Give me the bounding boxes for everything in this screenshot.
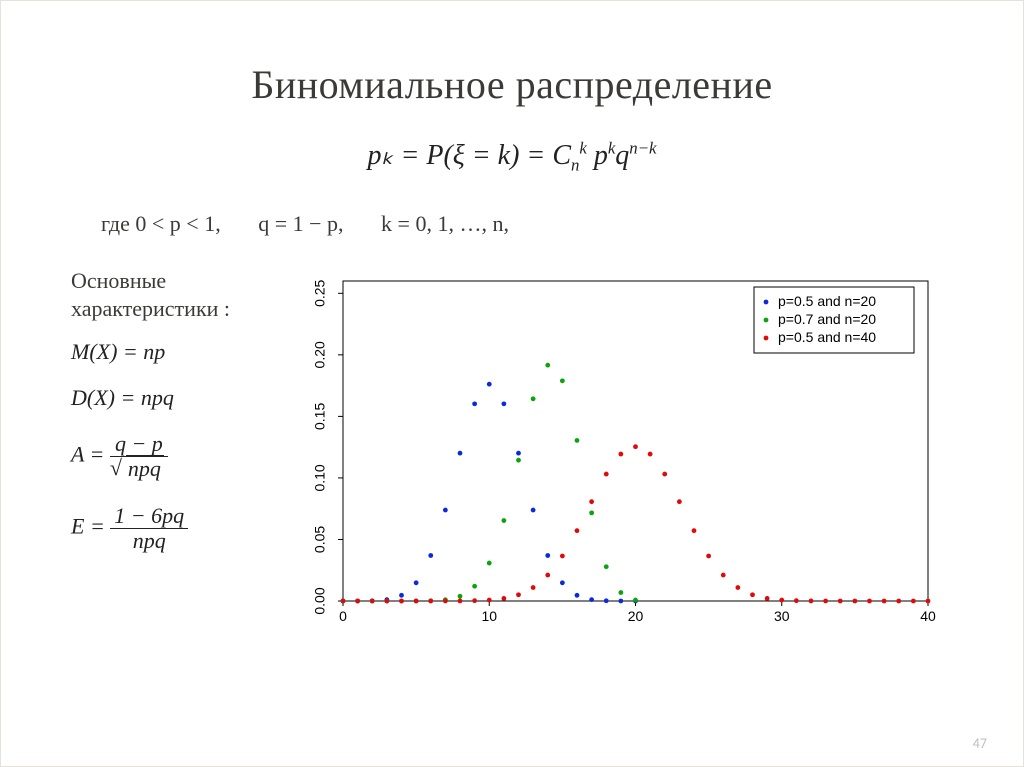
char-A-num: q − p [110, 432, 168, 457]
svg-text:10: 10 [481, 608, 497, 624]
char-E-frac: 1 − 6pq npq [110, 504, 188, 553]
cond-q-def: q = 1 − p, [258, 211, 343, 236]
svg-text:p=0.5 and n=20: p=0.5 and n=20 [778, 293, 876, 309]
char-mx: M(X) = np [71, 340, 281, 364]
section-label: Основные характеристики : [71, 267, 281, 324]
formula-C: C [552, 140, 571, 171]
svg-text:0.00: 0.00 [312, 587, 328, 614]
formula-C-sub: n [571, 156, 579, 175]
formula-q: q [615, 140, 629, 171]
binomial-chart: 0.00 0.05 0.10 0.15 0.20 0.25 0 10 20 30 40 p=0.5 a… [281, 267, 941, 647]
svg-text:20: 20 [628, 608, 644, 624]
conditions-line: где 0 < p < 1, q = 1 − p, k = 0, 1, …, n… [101, 211, 953, 237]
svg-text:40: 40 [920, 608, 936, 624]
char-A: A = q − p npq [71, 432, 281, 481]
svg-text:0: 0 [339, 608, 347, 624]
lower-row: Основные характеристики : M(X) = np D(X)… [71, 267, 953, 647]
char-E: E = 1 − 6pq npq [71, 504, 281, 553]
char-A-den: npq [110, 457, 168, 481]
svg-text:p=0.7 and n=20: p=0.7 and n=20 [778, 311, 876, 327]
characteristics-column: Основные характеристики : M(X) = np D(X)… [71, 267, 281, 575]
char-dx: D(X) = npq [71, 386, 281, 410]
char-E-num: 1 − 6pq [110, 504, 188, 529]
chart-container: 0.00 0.05 0.10 0.15 0.20 0.25 0 10 20 30 40 p=0.5 a… [281, 267, 953, 647]
page-number: 47 [973, 735, 987, 752]
main-formula: pₖ = P(ξ = k) = Cnk pkqn−k [71, 138, 953, 176]
svg-text:0.05: 0.05 [312, 525, 328, 552]
svg-text:0.10: 0.10 [312, 464, 328, 491]
svg-text:0.20: 0.20 [312, 341, 328, 368]
section-label-l1: Основные [71, 268, 166, 293]
svg-text:0.15: 0.15 [312, 402, 328, 429]
formula-q-sup: n−k [629, 139, 656, 158]
char-A-label: A = [71, 442, 110, 467]
formula-p: p [594, 140, 608, 171]
svg-text:30: 30 [774, 608, 790, 624]
cond-k-range: k = 0, 1, …, n, [381, 211, 509, 236]
char-A-den-rad: npq [126, 455, 164, 481]
page-title: Биномиальное распределение [71, 61, 953, 108]
formula-lhs: pₖ = P(ξ = k) = [368, 140, 553, 171]
svg-text:p=0.5 and n=40: p=0.5 and n=40 [778, 329, 876, 345]
formula-C-sup: k [579, 139, 586, 158]
cond-p-range: где 0 < p < 1, [101, 211, 221, 236]
char-E-den: npq [110, 529, 188, 553]
svg-text:0.25: 0.25 [312, 279, 328, 306]
slide: Биномиальное распределение pₖ = P(ξ = k)… [0, 0, 1024, 767]
char-A-frac: q − p npq [110, 432, 168, 481]
section-label-l2: характеристики : [71, 296, 230, 321]
char-E-label: E = [71, 513, 110, 538]
